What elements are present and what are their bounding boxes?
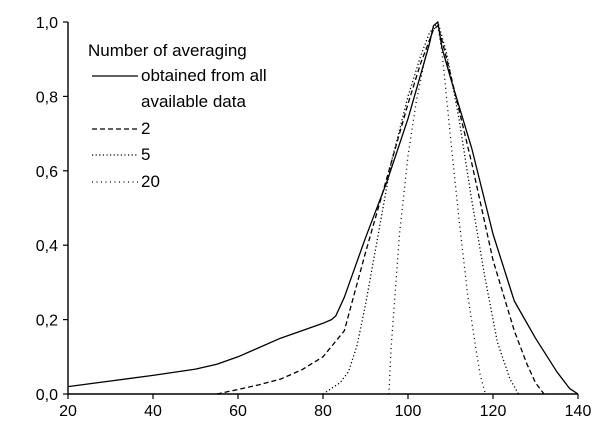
y-tick-label: 0,2 <box>36 313 58 330</box>
x-tick-label: 20 <box>59 403 77 420</box>
axes: 20 40 60 80 100 120 140 0,0 0,2 0,4 0,6 0,8 1,0 <box>36 15 592 420</box>
y-tick-label: 0,8 <box>36 89 58 106</box>
legend-entry-label: 20 <box>141 172 160 191</box>
y-tick-label: 1,0 <box>36 15 58 32</box>
x-tick-label: 100 <box>395 403 422 420</box>
series-line-1 <box>67 21 579 395</box>
series-group <box>67 21 579 395</box>
legend-entry-label: 2 <box>141 119 150 138</box>
legend-entry-label: obtained from all <box>141 66 267 85</box>
x-tick-label: 80 <box>314 403 332 420</box>
x-tick-label: 140 <box>565 403 592 420</box>
y-tick-label: 0,4 <box>36 238 58 255</box>
series-line-3 <box>322 21 520 395</box>
legend-entry-label: available data <box>141 92 246 111</box>
y-tick-label: 0,0 <box>36 387 58 404</box>
x-tick-label: 60 <box>229 403 247 420</box>
series-line-2 <box>216 25 545 395</box>
legend-title: Number of averaging <box>88 41 247 60</box>
x-tick-label: 40 <box>144 403 162 420</box>
series-line-4 <box>388 25 487 395</box>
x-tick-label: 120 <box>480 403 507 420</box>
y-tick-label: 0,6 <box>36 164 58 181</box>
legend: Number of averaging obtained from all ava… <box>88 41 267 191</box>
legend-entry-label: 5 <box>141 145 150 164</box>
